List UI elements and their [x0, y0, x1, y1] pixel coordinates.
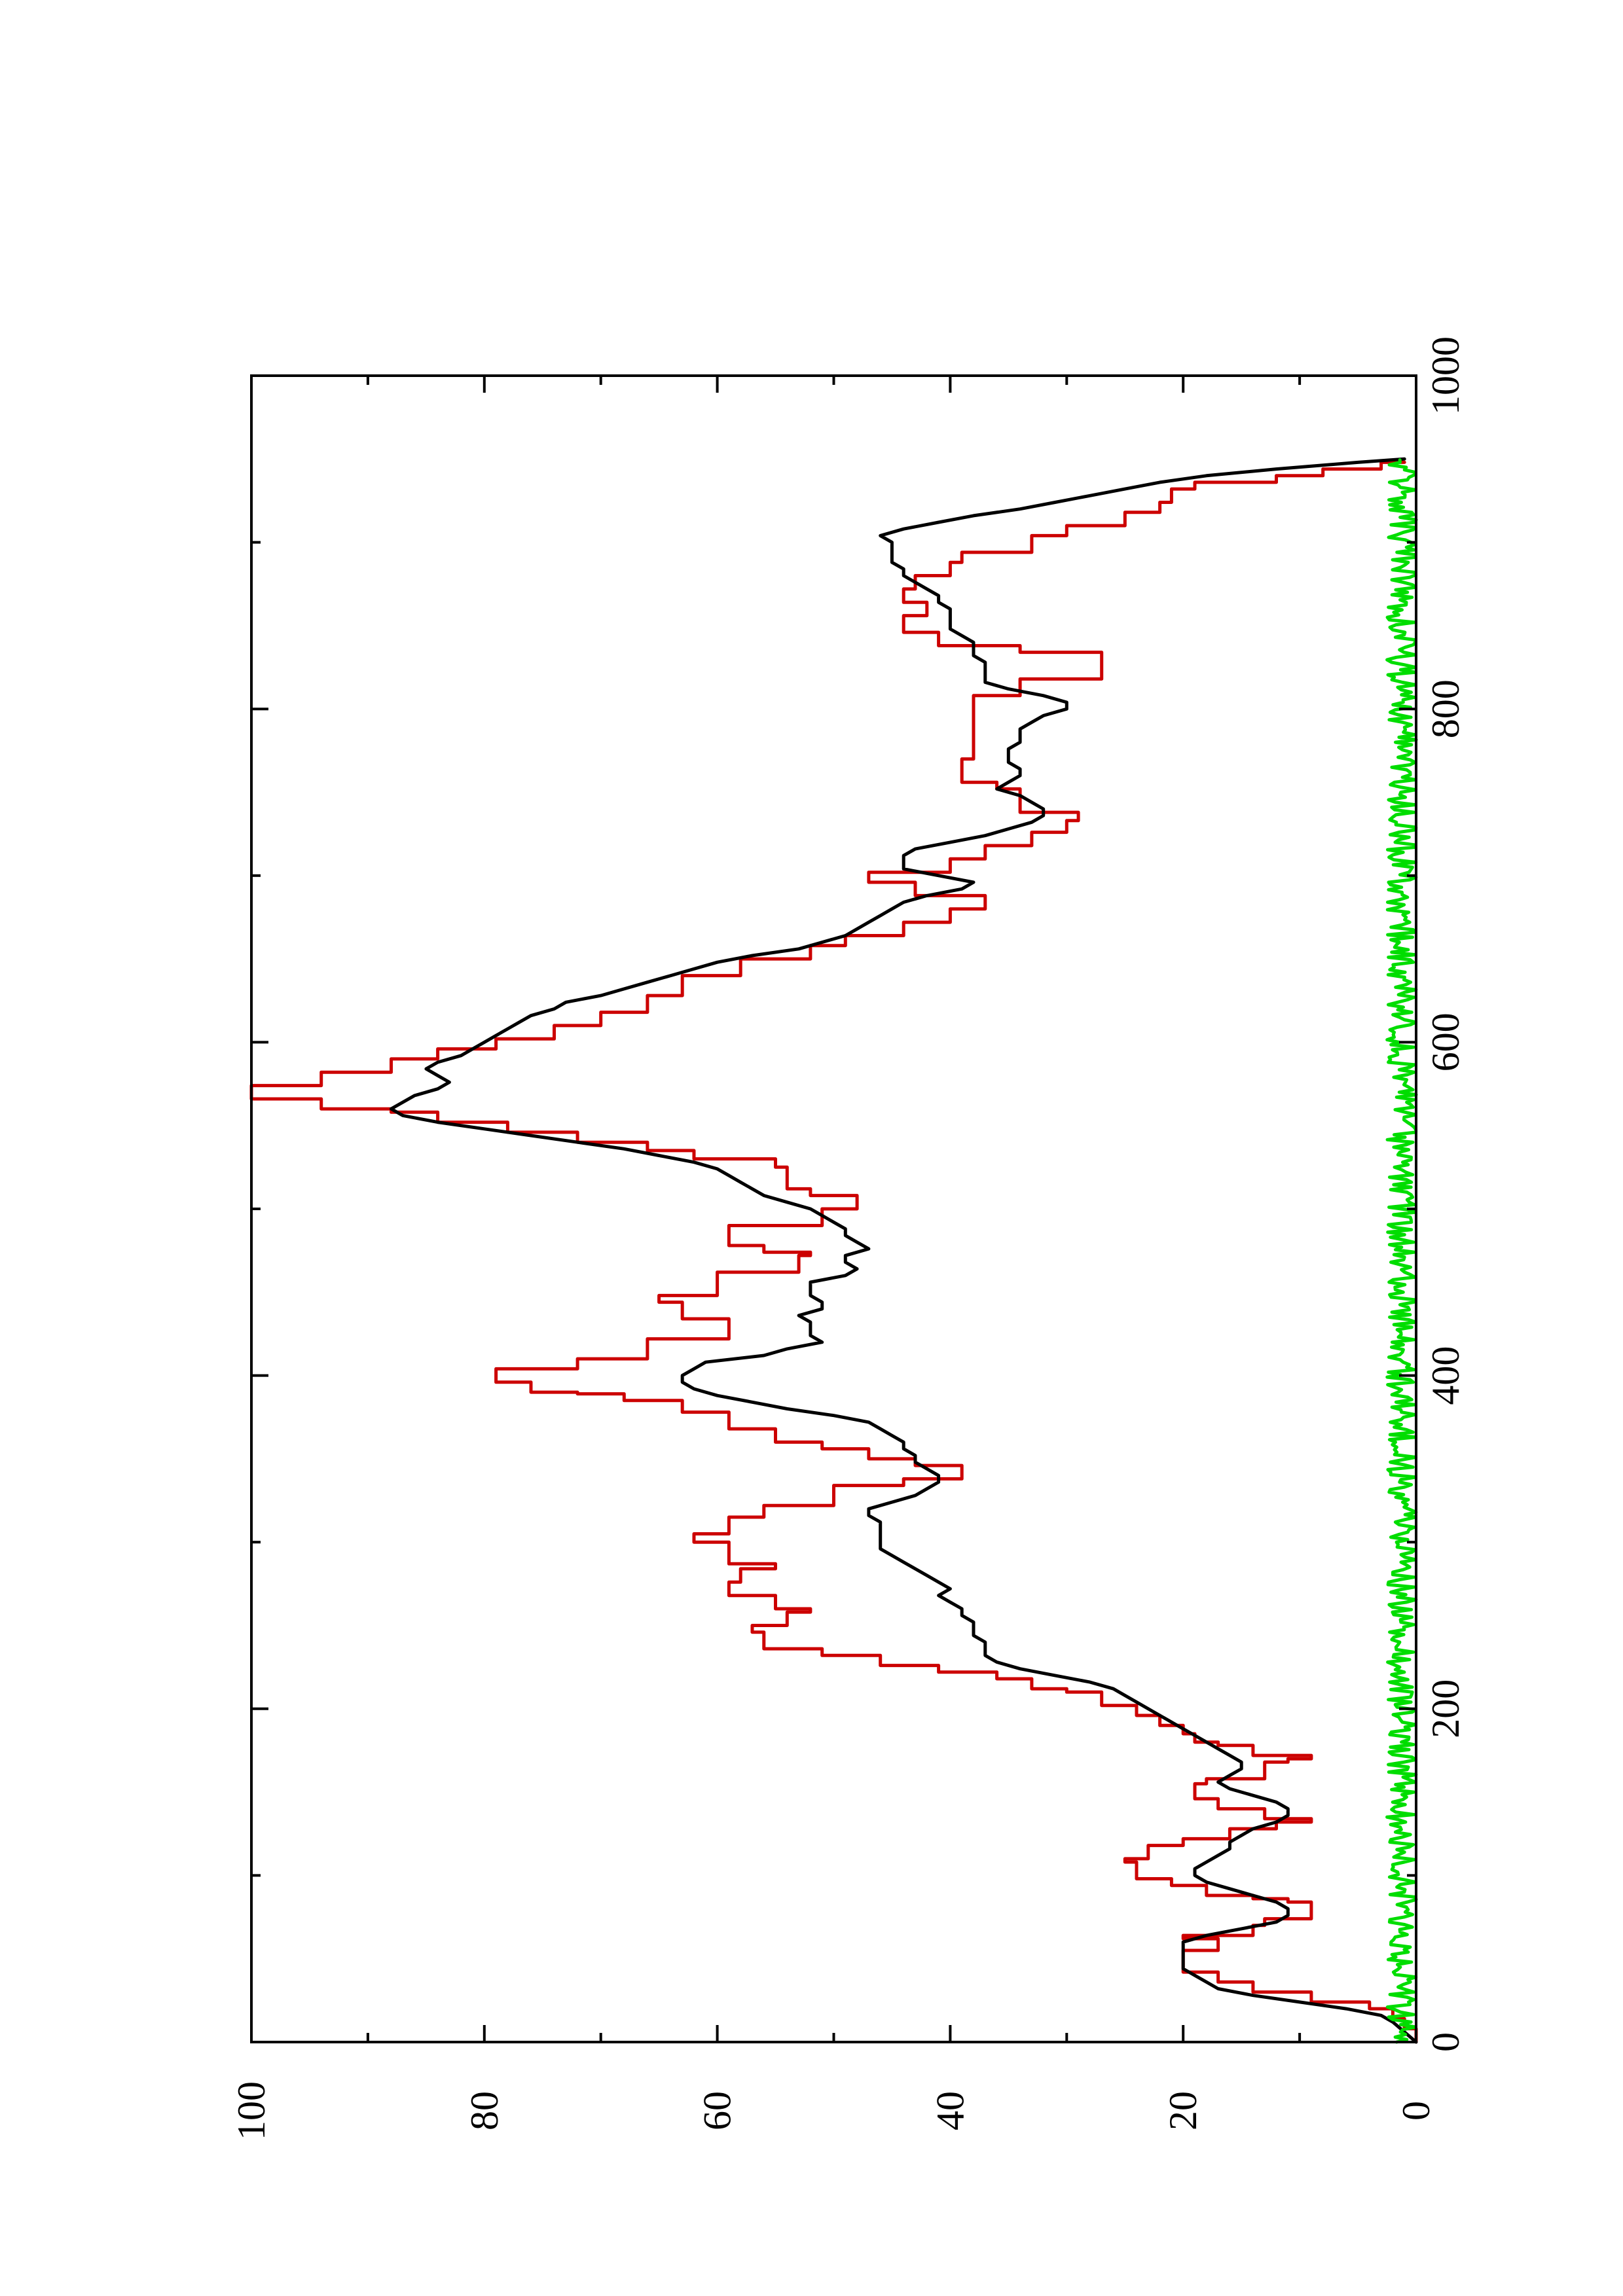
x-tick-label: 600 — [1424, 1013, 1467, 1071]
x-tick-label: 200 — [1424, 1679, 1467, 1738]
y-tick-label: 100 — [230, 2081, 273, 2140]
series-layer — [249, 457, 1418, 2044]
x-tick-label: 0 — [1424, 2032, 1467, 2052]
y-tick-label: 80 — [463, 2091, 506, 2130]
series-line-1 — [249, 460, 1418, 2044]
y-tick-label: 0 — [1395, 2101, 1438, 2121]
tick-labels-layer: 0 200 400 600 800 1000 0 20 40 60 80 100 — [230, 336, 1467, 2140]
y-tick-label: 20 — [1161, 2091, 1205, 2130]
ticks-layer — [250, 374, 1417, 2043]
x-tick-label: 800 — [1424, 679, 1467, 738]
x-tick-label: 1000 — [1424, 336, 1467, 415]
series-line-2 — [390, 457, 1418, 2044]
x-tick-label: 400 — [1424, 1346, 1467, 1405]
y-tick-label: 40 — [928, 2091, 972, 2130]
series-line-3 — [1385, 458, 1418, 2044]
y-tick-label: 60 — [696, 2091, 739, 2130]
